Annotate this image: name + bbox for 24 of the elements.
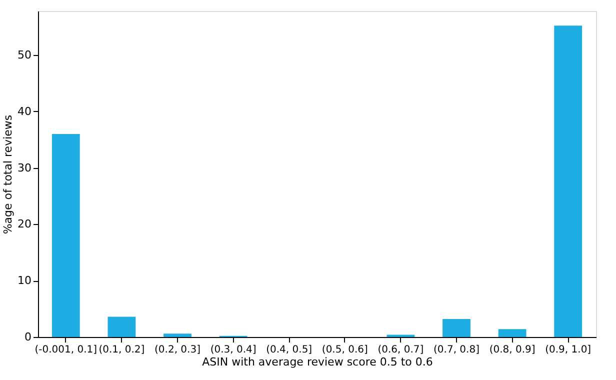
x-axis-title: ASIN with average review score 0.5 to 0.6 <box>202 356 433 368</box>
bar <box>498 329 526 337</box>
x-tick-label: (0.3, 0.4] <box>210 344 256 356</box>
bar <box>108 316 136 337</box>
x-tick-label: (-0.001, 0.1] <box>34 344 98 356</box>
bar <box>442 318 470 337</box>
y-tick-label: 10 <box>18 274 32 288</box>
x-tick-label: (0.4, 0.5] <box>266 344 312 356</box>
y-tick-label: 40 <box>18 104 32 118</box>
x-tick-label: (0.6, 0.7] <box>378 344 424 356</box>
y-tick-label: 50 <box>18 48 32 62</box>
y-tick-label: 30 <box>18 161 32 174</box>
bar <box>554 26 582 337</box>
bar <box>52 134 80 337</box>
y-tick-label: 20 <box>18 218 32 231</box>
bar <box>164 334 192 337</box>
x-tick-label: (0.8, 0.9] <box>489 344 536 356</box>
x-tick-label: (0.5, 0.6] <box>322 344 368 356</box>
x-tick-label: (0.2, 0.3] <box>154 344 201 356</box>
x-tick-label: (0.7, 0.8] <box>434 344 480 356</box>
x-tick-label: (0.9, 1.0] <box>545 344 592 356</box>
y-axis-title: %age of total reviews <box>2 114 15 234</box>
x-tick-label: (0.1, 0.2] <box>98 344 145 356</box>
y-tick-label: 0 <box>24 330 32 344</box>
